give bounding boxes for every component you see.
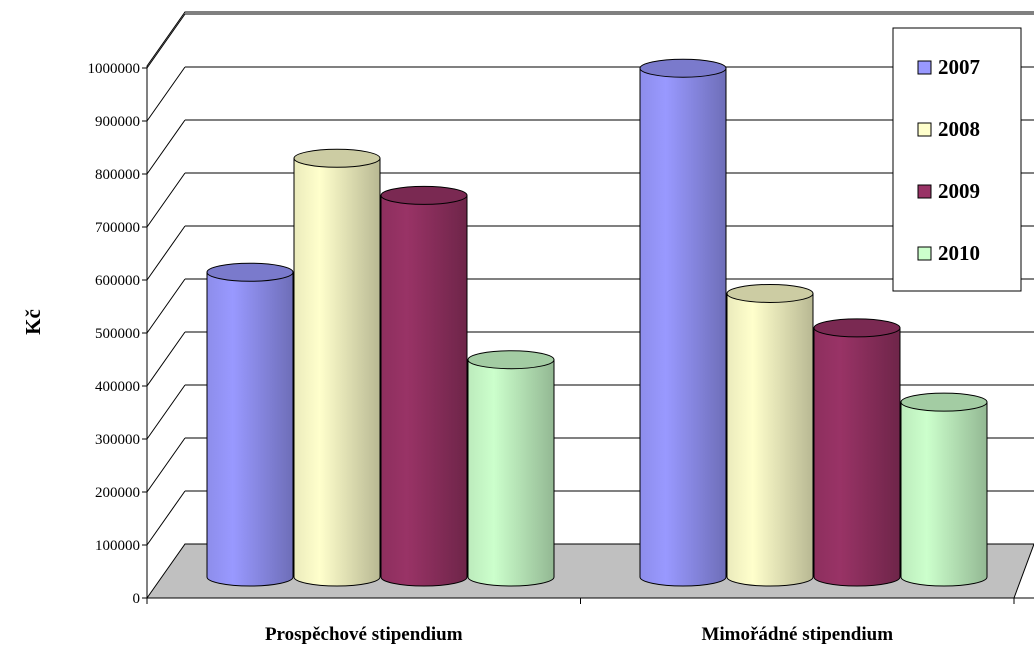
y-tick-label: 900000 xyxy=(95,114,140,130)
bar-2010-mimoradne xyxy=(900,392,988,587)
bar-body xyxy=(206,271,294,587)
y-tick-label: 200000 xyxy=(95,485,140,501)
bar-2009-mimoradne xyxy=(813,318,901,587)
gridline-side xyxy=(146,278,186,334)
gridline-side xyxy=(146,331,186,387)
gridline-side xyxy=(146,384,186,440)
bar-body xyxy=(380,194,468,587)
bar-body xyxy=(293,157,381,587)
legend-label-2009: 2009 xyxy=(938,179,980,203)
bar-2008-prospechove xyxy=(293,148,381,587)
y-axis-label: Kč xyxy=(21,309,45,335)
gridline-side xyxy=(146,437,186,493)
bar-top xyxy=(293,148,381,168)
bar-2007-prospechove xyxy=(206,262,294,587)
bar-2008-mimoradne xyxy=(726,283,814,587)
bar-2010-prospechove xyxy=(467,350,555,587)
gridline-side xyxy=(146,66,186,122)
legend-box xyxy=(892,27,1022,292)
y-tick-label: 0 xyxy=(133,591,141,607)
bar-body xyxy=(726,292,814,587)
bar-body xyxy=(813,327,901,587)
bar-top xyxy=(639,58,727,78)
bar-2007-mimoradne xyxy=(639,58,727,587)
legend-swatch-2008 xyxy=(917,122,932,137)
legend-label-2010: 2010 xyxy=(938,241,980,265)
y-tick-label: 700000 xyxy=(95,220,140,236)
y-axis: 0 100000 200000 300000 400000 500000 600000 700… xyxy=(88,61,148,607)
legend-swatch-2010 xyxy=(917,246,932,261)
legend: 2007 2008 2009 2010 xyxy=(892,27,1022,292)
bar-2009-prospechove xyxy=(380,185,468,587)
bar-top xyxy=(900,392,988,412)
x-axis: Prospěchové stipendium Mimořádné stipendi… xyxy=(146,598,1015,645)
bar-top xyxy=(380,185,468,205)
bar-body xyxy=(467,359,555,587)
gridline-side xyxy=(146,172,186,228)
gridline-side xyxy=(146,119,186,175)
y-tick-label: 400000 xyxy=(95,379,140,395)
y-tick-label: 100000 xyxy=(95,538,140,554)
bar-top xyxy=(726,283,814,303)
y-tick-label: 1000000 xyxy=(88,61,141,77)
legend-swatch-2007 xyxy=(917,60,932,75)
legend-label-2007: 2007 xyxy=(938,55,980,79)
bar-body xyxy=(639,67,727,587)
gridline-side xyxy=(146,490,186,546)
gridline-side xyxy=(146,225,186,281)
bar-top xyxy=(467,350,555,370)
legend-label-2008: 2008 xyxy=(938,117,980,141)
y-tick-label: 500000 xyxy=(95,326,140,342)
x-category-label: Prospěchové stipendium xyxy=(265,624,463,645)
bar-top xyxy=(206,262,294,282)
y-tick-label: 300000 xyxy=(95,432,140,448)
bar-top xyxy=(813,318,901,338)
bars xyxy=(206,58,988,587)
legend-swatch-2009 xyxy=(917,184,932,199)
y-tick-label: 800000 xyxy=(95,167,140,183)
x-category-label: Mimořádné stipendium xyxy=(701,624,893,645)
bar-body xyxy=(900,401,988,587)
gridline-side xyxy=(146,13,186,69)
y-tick-label: 600000 xyxy=(95,273,140,289)
